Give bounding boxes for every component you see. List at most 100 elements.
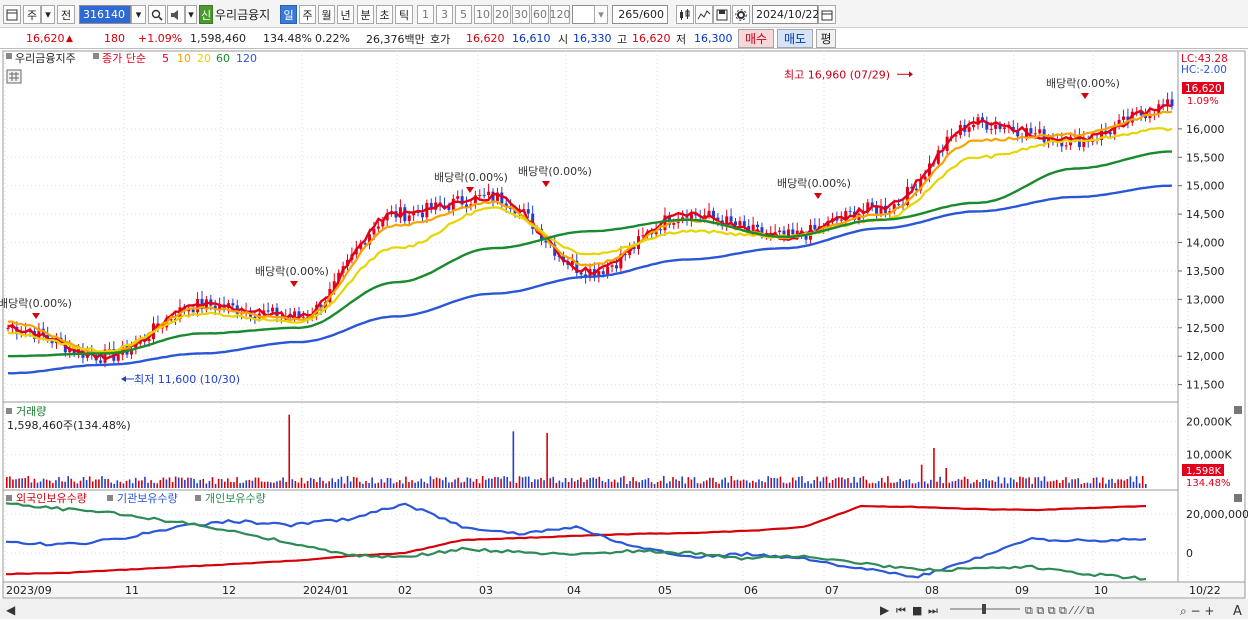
stop-icon[interactable]: ■: [912, 604, 922, 617]
volume-bar: [1123, 480, 1126, 488]
volume-bar: [727, 482, 730, 488]
volume-bar: [101, 476, 103, 488]
scroll-left-icon[interactable]: ◀: [6, 603, 16, 617]
low-price: 16,300: [694, 32, 733, 45]
code-dropdown-icon[interactable]: ▾: [131, 5, 146, 24]
sell-button[interactable]: 매도: [777, 29, 813, 48]
x-tick-label: 07: [825, 584, 839, 597]
calendar-icon[interactable]: [818, 5, 836, 24]
volume-bar: [558, 480, 561, 488]
scrollbar[interactable]: [0, 599, 1248, 619]
interval-20[interactable]: 20: [493, 5, 511, 24]
tab-second[interactable]: 초: [376, 5, 393, 24]
volume-bar: [110, 482, 112, 488]
date-input[interactable]: 2024/10/22: [752, 5, 819, 24]
volume-bar: [180, 477, 183, 488]
volume-bar: [497, 477, 499, 488]
scroll-right-icon[interactable]: ▶: [880, 603, 890, 617]
tab-week[interactable]: 주: [299, 5, 316, 24]
volume-ratio: 134.48%: [263, 32, 312, 45]
zoom-slider-handle[interactable]: [982, 604, 986, 614]
candle-body: [1064, 145, 1068, 147]
volume-bar: [540, 477, 542, 488]
interval-10[interactable]: 10: [474, 5, 492, 24]
tab-year[interactable]: 년: [337, 5, 354, 24]
count-input[interactable]: 265 /600: [612, 5, 668, 24]
speaker-dropdown-icon[interactable]: ▾: [185, 5, 197, 24]
buy-button[interactable]: 매수: [738, 29, 774, 48]
volume-bar: [405, 476, 407, 488]
tab-day[interactable]: 일: [280, 5, 297, 24]
y-tick-label: 14,000: [1186, 237, 1225, 250]
indicator-icon[interactable]: [695, 5, 713, 24]
volume-bar: [914, 483, 917, 488]
volume-bar: [6, 476, 8, 488]
volume-bar: [801, 476, 803, 488]
volume-bar: [991, 480, 994, 488]
holding-line-2: [5, 502, 1147, 581]
candle-body: [169, 319, 173, 321]
candle-type-icon[interactable]: [676, 5, 694, 24]
eval-button[interactable]: 평: [816, 29, 836, 48]
volume-bar: [705, 480, 708, 488]
ask-price: 16,620: [466, 32, 505, 45]
interval-120[interactable]: 120: [550, 5, 571, 24]
volume-bar: [908, 479, 911, 488]
speaker-icon[interactable]: [167, 5, 185, 24]
volume-bar: [982, 479, 984, 488]
interval-1[interactable]: 1: [417, 5, 434, 24]
tool-icons[interactable]: ⧉ ⧉ ⧉ ⧉ ⁄ ⁄ ⁄ ⧉: [1025, 604, 1094, 617]
volume-bar: [1108, 479, 1110, 488]
volume-bar: [153, 482, 155, 488]
volume-bar: [515, 482, 518, 488]
interval-3[interactable]: 3: [436, 5, 453, 24]
chart-area: 최고 16,960 (07/29) 최저 11,600 (10/30) 배당락(0.…: [0, 49, 1248, 621]
zoom-out-icon[interactable]: ⌕ − +: [1180, 604, 1214, 618]
market-select[interactable]: 전: [57, 5, 75, 24]
scroll-start-icon[interactable]: ⏮: [896, 604, 906, 617]
candle-body: [619, 254, 623, 269]
y-tick-label: 13,500: [1186, 265, 1225, 278]
save-icon[interactable]: [713, 5, 731, 24]
grid-icon[interactable]: [6, 69, 22, 84]
volume-bar: [208, 481, 211, 488]
interval-5[interactable]: 5: [455, 5, 472, 24]
volume-bar: [417, 481, 419, 488]
close-icon[interactable]: [1234, 494, 1242, 502]
volume-bar: [309, 477, 312, 488]
chevron-down-icon[interactable]: ▾: [41, 5, 55, 24]
ma-label: 종가 단순: [102, 52, 146, 65]
search-icon[interactable]: [148, 5, 166, 24]
volume-bar: [1028, 477, 1030, 488]
y-tick-label: 15,000: [1186, 180, 1225, 193]
interval-60[interactable]: 60: [531, 5, 549, 24]
volume-title: 거래량: [16, 405, 46, 418]
scroll-end-icon[interactable]: ⏭: [928, 604, 938, 617]
x-tick-label: 04: [567, 584, 581, 597]
volume-bar: [42, 478, 45, 488]
volume-bar: [844, 479, 846, 488]
interval-30[interactable]: 30: [512, 5, 530, 24]
volume-bar: [1135, 476, 1138, 488]
stock-code-input[interactable]: 316140: [79, 5, 131, 24]
stock-chart[interactable]: 최고 16,960 (07/29) 최저 11,600 (10/30) 배당락(0.…: [0, 49, 1248, 621]
tab-month[interactable]: 월: [318, 5, 335, 24]
candle-body: [204, 299, 208, 309]
interval-dropdown-icon[interactable]: ▾: [594, 5, 608, 24]
volume-bar: [1114, 482, 1116, 488]
volume-bar: [761, 481, 763, 488]
gear-icon[interactable]: [732, 5, 750, 24]
candle-body: [826, 220, 830, 229]
candle-body: [663, 215, 667, 231]
volume-bar: [76, 483, 79, 488]
volume-bar: [865, 479, 868, 488]
candle-body: [6, 327, 10, 329]
tab-minute[interactable]: 분: [357, 5, 374, 24]
tab-tick[interactable]: 틱: [395, 5, 413, 24]
volume-bar: [478, 483, 481, 488]
period-toggle[interactable]: 주: [23, 5, 41, 24]
close-icon[interactable]: [1234, 406, 1242, 414]
window-icon[interactable]: [3, 5, 21, 24]
volume-bar: [807, 481, 809, 488]
font-size-icon[interactable]: A: [1233, 604, 1242, 619]
